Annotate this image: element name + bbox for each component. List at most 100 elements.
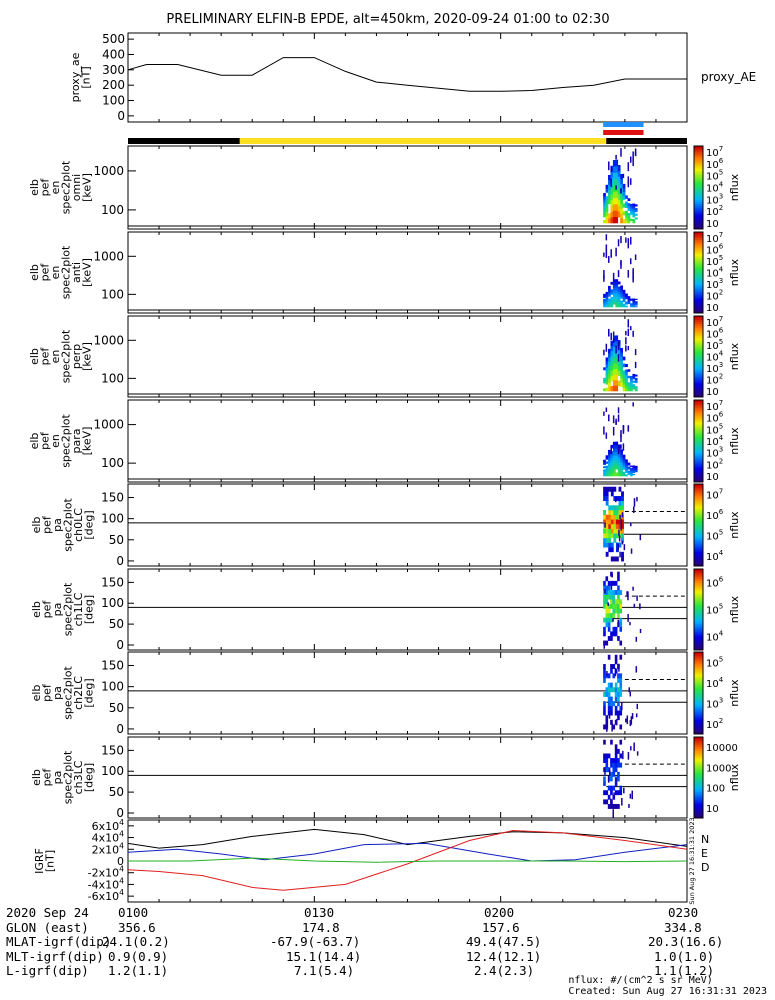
y-tick-label: 150 [101, 659, 124, 673]
y-tick-label: 4x104 [92, 830, 125, 845]
pitch-angle-colorbar-segment [694, 533, 703, 536]
spectrogram-cell [605, 343, 608, 352]
spectrogram-cell [627, 203, 631, 206]
spectrogram-cell [607, 710, 611, 716]
y-tick-label: 100 [101, 680, 124, 694]
footer-value: 174.8 [302, 919, 340, 935]
spectrogram-cell [622, 471, 626, 475]
spectrogram-cell [603, 781, 606, 786]
energy-colorbar-segment [694, 386, 703, 390]
spectrogram-cell [605, 360, 609, 365]
spectrogram-cell [629, 720, 632, 727]
y-tick-label: 50 [109, 533, 124, 547]
spectrogram-cell [629, 212, 633, 215]
spectrogram-cell [608, 486, 612, 492]
spectrogram-cell [620, 188, 622, 194]
spectrogram-cell [605, 551, 609, 557]
spectrogram-cell [627, 466, 631, 469]
y-tick-label: -6x104 [88, 888, 124, 903]
spectrogram-cell [605, 719, 609, 725]
spectrogram-cell [608, 462, 611, 466]
energy-colorbar-segment [694, 447, 703, 450]
spectrogram-cell [605, 377, 609, 382]
spectrogram-cell [608, 300, 611, 304]
spectrogram-cell [610, 375, 614, 382]
pitch-angle-colorbar-segment [694, 654, 703, 657]
spectrogram-cell [610, 533, 614, 539]
energy-colorbar-frame [693, 145, 704, 230]
spectrogram-cell [619, 682, 623, 688]
spectrogram-cell [607, 626, 611, 632]
pitch-angle-colorbar-segment [694, 791, 703, 795]
spectrogram-cell [629, 305, 633, 307]
pitch-angle-colorbar-segment [694, 529, 703, 532]
footer-value: 334.8 [664, 919, 702, 935]
spectrogram-cell [603, 790, 606, 796]
pitch-angle-colorbar-segment [694, 645, 703, 649]
energy-colorbar-segment [694, 234, 703, 237]
spectrogram-cell [615, 279, 619, 283]
pitch-angle-colorbar-segment [694, 627, 703, 631]
spectrogram-cell [612, 338, 615, 343]
spectrogram-cell [608, 213, 611, 219]
spectrogram-cell [605, 640, 609, 646]
orbit-bar-black [128, 138, 240, 144]
spectrogram-cell [620, 462, 623, 466]
energy-colorbar-segment [694, 218, 703, 222]
spectrogram-cell [627, 299, 631, 301]
spectrogram-cell [627, 244, 630, 249]
pitch-angle-colorbar-segment [694, 492, 703, 495]
energy-colorbar-segment [694, 326, 703, 329]
energy-colorbar-segment [694, 236, 703, 239]
y-tick-label: 50 [109, 617, 124, 631]
spectrogram-cell [617, 776, 620, 782]
footer-value: 0.9(0.9) [108, 948, 169, 964]
colorbar-tick-label: 107 [706, 487, 723, 501]
spectrogram-cell [625, 718, 627, 723]
spectrogram-cell [625, 374, 628, 378]
pitch-angle-panel-ylabel-line: pa [51, 603, 64, 617]
spectrogram-cell [610, 291, 614, 295]
spectrogram-cell [632, 402, 634, 407]
spectrogram-cell [627, 473, 631, 475]
pitch-angle-colorbar-segment [694, 783, 703, 787]
spectrogram-cell [629, 376, 633, 379]
spectrogram-cell [608, 713, 611, 719]
energy-colorbar-segment [694, 148, 703, 151]
spectrogram-cell [615, 363, 619, 370]
spectrogram-cell [605, 590, 609, 595]
spectrogram-cell [603, 691, 606, 697]
spectrogram-cell [614, 654, 618, 660]
spectrogram-cell [621, 528, 624, 534]
spectrogram-cell [629, 467, 633, 470]
spectrogram-cell [634, 468, 638, 471]
spectrogram-cell [615, 287, 619, 291]
spectrogram-cell [612, 794, 616, 800]
spectrogram-cell [617, 170, 621, 177]
spectrogram-cell [625, 301, 628, 304]
pitch-angle-colorbar-segment [694, 743, 703, 746]
spectrogram-cell [625, 330, 627, 336]
spectrogram-cell [632, 470, 636, 473]
pitch-angle-colorbar-segment [694, 641, 703, 645]
pitch-angle-colorbar-segment [694, 682, 703, 686]
spectrogram-cell [617, 613, 620, 618]
energy-colorbar-segment [694, 368, 703, 372]
energy-panel-ylabel-line: pef [38, 263, 51, 282]
spectrogram-cell [625, 377, 628, 381]
footer-value: 1.0(1.0) [654, 948, 715, 964]
spectrogram-cell [607, 585, 611, 591]
spectrogram-cell [634, 209, 638, 213]
igrf-line-green [128, 857, 688, 863]
spectrogram-cell [608, 505, 612, 511]
footer-value: 15.1(14.4) [286, 948, 362, 964]
pitch-angle-colorbar-segment [694, 589, 703, 592]
pitch-angle-colorbar-segment [694, 496, 703, 499]
spectrogram-cell [610, 701, 613, 707]
spectrogram-cell [634, 254, 637, 260]
spectrogram-cell [603, 411, 605, 416]
footer-label: GLON (east) [6, 919, 89, 935]
spectrogram-cell [612, 613, 616, 618]
footer-value: 1.1(1.2) [654, 963, 715, 978]
y-tick-label: 1000 [93, 333, 124, 347]
